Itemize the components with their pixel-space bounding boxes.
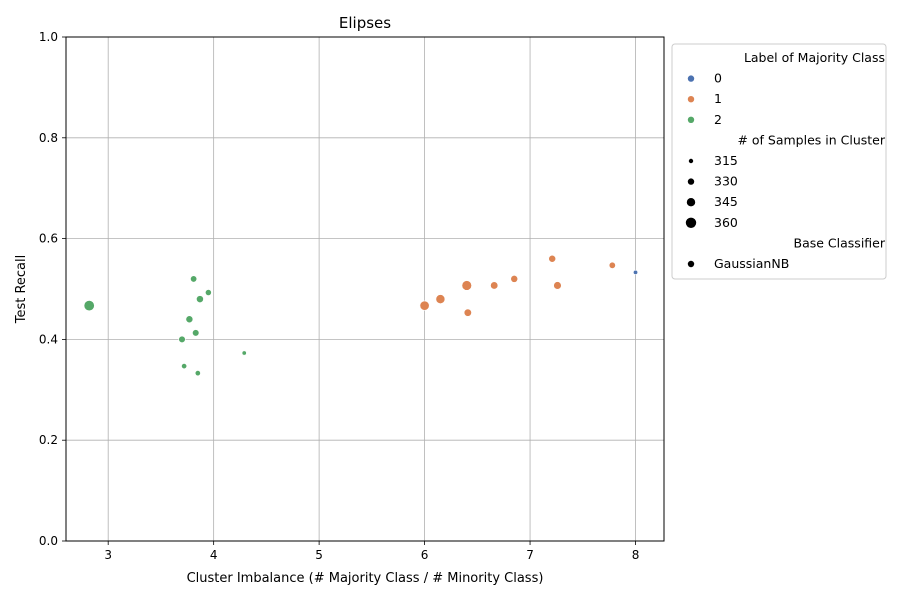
data-points	[83, 254, 639, 377]
legend: Label of Majority Class 0 1 2 # of Samples i…	[671, 43, 887, 280]
data-point-class-2	[241, 350, 247, 356]
x-tick-label: 8	[632, 548, 640, 562]
x-tick-label: 7	[526, 548, 534, 562]
data-point-class-2	[181, 363, 188, 370]
legend-size-marker	[687, 178, 695, 185]
data-point-class-1	[463, 308, 472, 317]
y-tick-label: 0.0	[39, 534, 58, 548]
data-point-class-2	[83, 300, 95, 312]
data-point-class-2	[190, 275, 198, 283]
legend-marker-class-2	[687, 116, 695, 124]
x-axis-title: Cluster Imbalance (# Majority Class / # …	[187, 571, 544, 586]
data-point-class-1	[435, 294, 446, 304]
legend-size-marker	[686, 198, 696, 207]
y-tick-label: 0.6	[39, 232, 58, 246]
data-point-class-2	[178, 335, 186, 344]
legend-marker-class-0	[687, 75, 695, 82]
legend-box	[671, 43, 887, 280]
data-point-class-1	[608, 261, 616, 269]
legend-size-label: 345	[714, 194, 738, 209]
x-tick-label: 3	[104, 548, 112, 562]
plot-area-frame	[65, 36, 665, 542]
grid	[66, 36, 664, 542]
legend-hue-title: Label of Majority Class	[744, 50, 885, 65]
legend-marker-class-1	[687, 96, 695, 103]
legend-label-class-2: 2	[714, 112, 722, 127]
legend-style-label: GaussianNB	[714, 256, 789, 271]
legend-size-label: 330	[714, 174, 738, 189]
legend-size-marker	[685, 217, 697, 228]
y-tick-label: 1.0	[39, 30, 58, 44]
data-point-class-1	[490, 281, 499, 290]
data-point-class-1	[510, 275, 519, 283]
legend-size-marker	[688, 158, 694, 164]
y-tick-label: 0.8	[39, 131, 58, 145]
data-point-class-1	[419, 300, 430, 311]
data-point-class-1	[553, 281, 562, 290]
chart-title: Elipses	[339, 14, 391, 32]
data-point-class-1	[461, 280, 472, 291]
data-point-class-0	[633, 269, 639, 275]
data-point-class-1	[548, 254, 557, 263]
axis-ticks: 3 4 5 6 7 8 0.0 0.2 0.4 0.6 0.8 1.0	[39, 30, 639, 562]
legend-label-class-0: 0	[714, 71, 722, 86]
legend-style-title: Base Classifier	[794, 235, 886, 250]
data-point-class-2	[192, 329, 200, 337]
data-point-class-2	[196, 295, 204, 303]
legend-size-label: 360	[714, 215, 738, 230]
y-tick-label: 0.4	[39, 332, 58, 346]
data-point-class-2	[194, 370, 201, 377]
y-tick-label: 0.2	[39, 433, 58, 447]
legend-style-marker	[687, 260, 695, 268]
legend-size-label: 315	[714, 153, 738, 168]
data-point-class-2	[185, 315, 194, 324]
legend-size-title: # of Samples in Cluster	[737, 132, 885, 147]
y-axis-title: Test Recall	[14, 255, 29, 325]
x-tick-label: 6	[421, 548, 429, 562]
legend-label-class-1: 1	[714, 91, 722, 106]
x-tick-label: 5	[315, 548, 323, 562]
data-point-class-2	[205, 289, 212, 296]
x-tick-label: 4	[210, 548, 218, 562]
